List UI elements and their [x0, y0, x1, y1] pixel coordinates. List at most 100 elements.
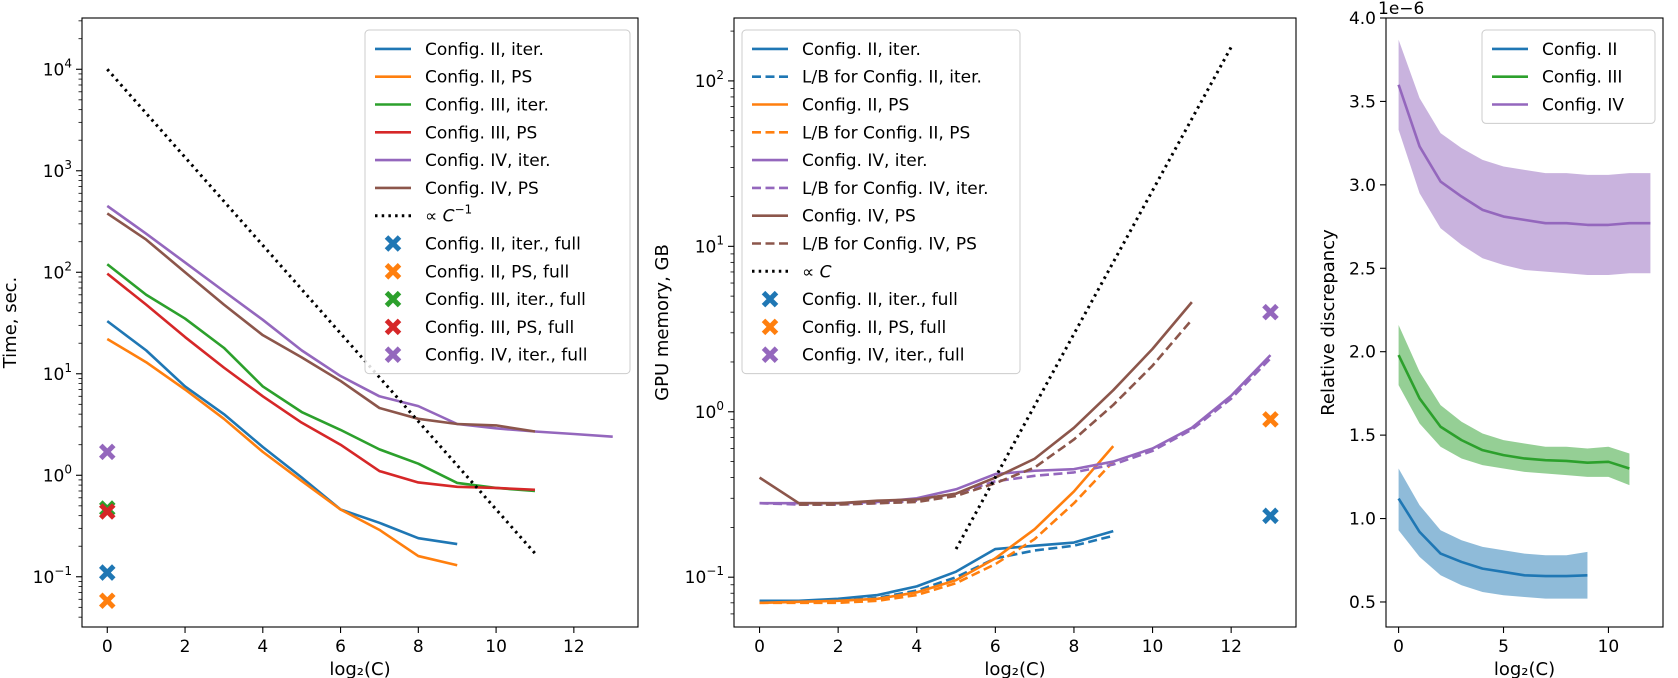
- x-tick-label: 6: [335, 637, 346, 657]
- legend-label: Config. II, PS, full: [802, 318, 946, 338]
- y-tick-label: 2.5: [1349, 259, 1376, 279]
- legend-label: Config. III, iter.: [425, 96, 549, 116]
- y-axis-label: Relative discrepancy: [1318, 229, 1339, 416]
- legend-item-config-iv-iter: Config. IV, iter.: [752, 151, 927, 171]
- legend-item-config-iv-iter: Config. IV, iter.: [375, 151, 550, 171]
- marker-config-iv-iter-full: [99, 443, 116, 461]
- legend-item-config-ii-ps: Config. II, PS: [375, 68, 532, 88]
- legend-item-config-iii-iter: Config. III, iter.: [375, 96, 549, 116]
- y-tick-label: 1.0: [1349, 510, 1376, 530]
- y-axis-label: GPU memory, GB: [652, 244, 673, 401]
- marker-config-ii-iter-full: [1262, 507, 1279, 525]
- legend-marker: [761, 290, 779, 308]
- marker-config-ii-ps-full: [99, 592, 116, 610]
- marker-config-iv-iter-full: [1262, 303, 1279, 321]
- y-tick-label: 0.5: [1349, 593, 1376, 613]
- marker-config-ii-iter-full: [99, 564, 116, 581]
- plot-area: [758, 46, 1279, 605]
- series-line-l-b-for-config-iv-iter: [759, 357, 1272, 506]
- legend-label: Config. II, PS: [802, 96, 909, 116]
- chart-panel-2: 0 2 4 6 8 10 12 10−1 100 101 102 log₂(C) GPU memory,…: [652, 17, 1297, 678]
- series-line-config-ii-iter: [106, 320, 458, 546]
- y-tick-label: 10−1: [685, 564, 724, 588]
- legend-label: Config. IV, iter.: [802, 151, 927, 171]
- y-tick-label: 100: [695, 399, 724, 423]
- chart-panel-3: 0 5 10 0.5 1.0 1.5 2.0 2.5 3.0 3.5 4.0 1e−6 log₂(C) R…: [1318, 0, 1664, 678]
- series-line-config-ii: [1397, 497, 1588, 578]
- legend-label: Config. IV, iter.: [425, 151, 550, 171]
- legend-item-config-ii-iter: Config. II, iter.: [375, 40, 544, 60]
- legend-item-l-b-for-config-ii-ps: L/B for Config. II, PS: [752, 123, 970, 143]
- chart-panel-1: 0 2 4 6 8 10 12 10−1 100 101 102 103 104 log₂(C) Time,…: [0, 17, 639, 678]
- legend-item-config-ii-iter: Config. II, iter.: [752, 40, 921, 60]
- x-tick-label: 10: [1142, 637, 1164, 657]
- legend-box: [364, 29, 631, 375]
- y-tick-label: 104: [43, 56, 72, 80]
- plot-area: [99, 68, 613, 610]
- x-tick-label: 12: [563, 637, 585, 657]
- x-axis-label: log₂(C): [329, 659, 390, 678]
- legend-item-config-ii-ps: Config. II, PS: [752, 96, 909, 116]
- legend-item-config-iv: Config. IV: [1492, 96, 1624, 116]
- legend-box: [1481, 29, 1656, 124]
- legend-label: Config. II, iter.: [425, 40, 544, 60]
- y-tick-label: 4.0: [1349, 9, 1376, 29]
- legend-item-config-ii-ps-full: Config. II, PS, full: [761, 318, 946, 338]
- legend-label: Config. IV, PS: [425, 179, 539, 199]
- legend-item-c: ∝ C: [752, 262, 832, 282]
- x-tick-label: 2: [833, 637, 844, 657]
- legend-marker: [384, 346, 402, 363]
- legend-item-config-iv-ps: Config. IV, PS: [752, 207, 916, 227]
- y-tick-label: 103: [43, 158, 72, 182]
- y-tick-label: 101: [695, 233, 724, 257]
- y-tick-label: 2.0: [1349, 343, 1376, 363]
- legend-label: L/B for Config. IV, iter.: [802, 179, 989, 199]
- legend-item-config-iv-iter-full: Config. IV, iter., full: [761, 346, 965, 366]
- legend-item-config-ii: Config. II: [1492, 40, 1617, 60]
- legend-marker: [384, 235, 402, 252]
- x-tick-label: 12: [1220, 637, 1242, 657]
- legend-label: Config. II, iter., full: [802, 290, 958, 310]
- y-tick-label: 3.5: [1349, 92, 1376, 112]
- legend-label: Config. III: [1542, 68, 1622, 88]
- y-axis-label: Time, sec.: [0, 277, 21, 370]
- x-tick-label: 4: [911, 637, 922, 657]
- series-line-c: [954, 46, 1233, 550]
- legend-label: L/B for Config. IV, PS: [802, 235, 977, 255]
- x-tick-label: 8: [413, 637, 424, 657]
- legend-label: ∝ C: [802, 262, 832, 282]
- x-tick-label: 4: [257, 637, 268, 657]
- series-line-config-ii-ps: [106, 337, 458, 567]
- series-line-config-iii-ps: [106, 272, 536, 492]
- x-tick-label: 6: [990, 637, 1001, 657]
- legend-item-config-iii-iter-full: Config. III, iter., full: [384, 290, 586, 310]
- legend-label: L/B for Config. II, PS: [802, 123, 970, 143]
- legend-label: Config. II, iter.: [802, 40, 921, 60]
- legend-item-config-ii-iter-full: Config. II, iter., full: [384, 235, 581, 255]
- marker-config-iii-ps-full: [99, 503, 116, 520]
- axes-frame: [733, 17, 1297, 628]
- legend-label: Config. IV, iter., full: [425, 346, 588, 366]
- y-tick-label: 10−1: [33, 564, 72, 588]
- legend-label: Config. IV, iter., full: [802, 346, 965, 366]
- axis-offset-label: 1e−6: [1378, 0, 1424, 19]
- legend-item-c: ∝ C−1: [375, 203, 472, 227]
- y-tick-label: 1.5: [1349, 426, 1376, 446]
- legend: Config. II Config. III Config. IV: [1481, 29, 1656, 124]
- legend-marker: [384, 263, 402, 280]
- legend-marker: [761, 318, 779, 336]
- legend-item-l-b-for-config-iv-iter: L/B for Config. IV, iter.: [752, 179, 989, 199]
- band-config-ii: [1398, 468, 1588, 599]
- x-tick-label: 5: [1498, 637, 1509, 657]
- legend-label: L/B for Config. II, iter.: [802, 68, 982, 88]
- legend-label: Config. III, iter., full: [425, 290, 586, 310]
- y-tick-label: 101: [43, 361, 72, 385]
- x-tick-label: 2: [180, 637, 191, 657]
- series-line-config-iv: [1397, 84, 1651, 227]
- legend-item-config-ii-ps-full: Config. II, PS, full: [384, 262, 569, 282]
- legend-marker: [384, 318, 402, 336]
- legend-label: Config. II, iter., full: [425, 235, 581, 255]
- x-tick-label: 0: [1393, 637, 1404, 657]
- y-tick-label: 102: [695, 68, 724, 92]
- legend-label: Config. III, PS, full: [425, 318, 574, 338]
